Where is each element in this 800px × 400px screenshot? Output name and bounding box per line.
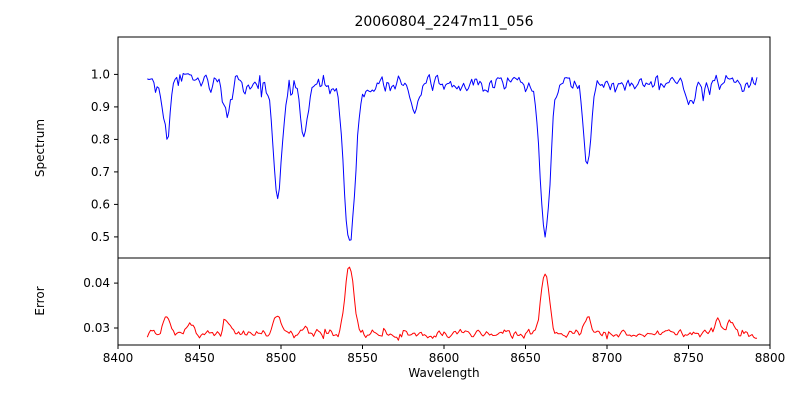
x-tick-label: 8400 [103,351,134,365]
y-tick-label: 0.6 [91,197,110,211]
y-tick-label: 0.04 [83,276,110,290]
y-tick-label: 0.03 [83,321,110,335]
y-tick-label: 0.7 [91,165,110,179]
error-line [146,266,757,341]
x-tick-label: 8500 [266,351,297,365]
x-tick-label: 8700 [592,351,623,365]
spectrum-line [147,73,758,241]
x-tick-label: 8600 [429,351,460,365]
spectrum-plot-frame [117,36,771,259]
wavelength-x-axis-label: Wavelength [408,366,480,380]
x-tick-label: 8750 [673,351,704,365]
y-tick-label: 0.9 [91,100,110,114]
x-tick-label: 8550 [347,351,378,365]
x-tick-label: 8800 [755,351,786,365]
y-tick-label: 0.5 [91,230,110,244]
y-tick-label: 1.0 [91,67,110,81]
x-tick-label: 8450 [184,351,215,365]
x-tick-label: 8650 [510,351,541,365]
y-tick-label: 0.8 [91,132,110,146]
chart-title: 20060804_2247m11_056 [354,14,534,30]
